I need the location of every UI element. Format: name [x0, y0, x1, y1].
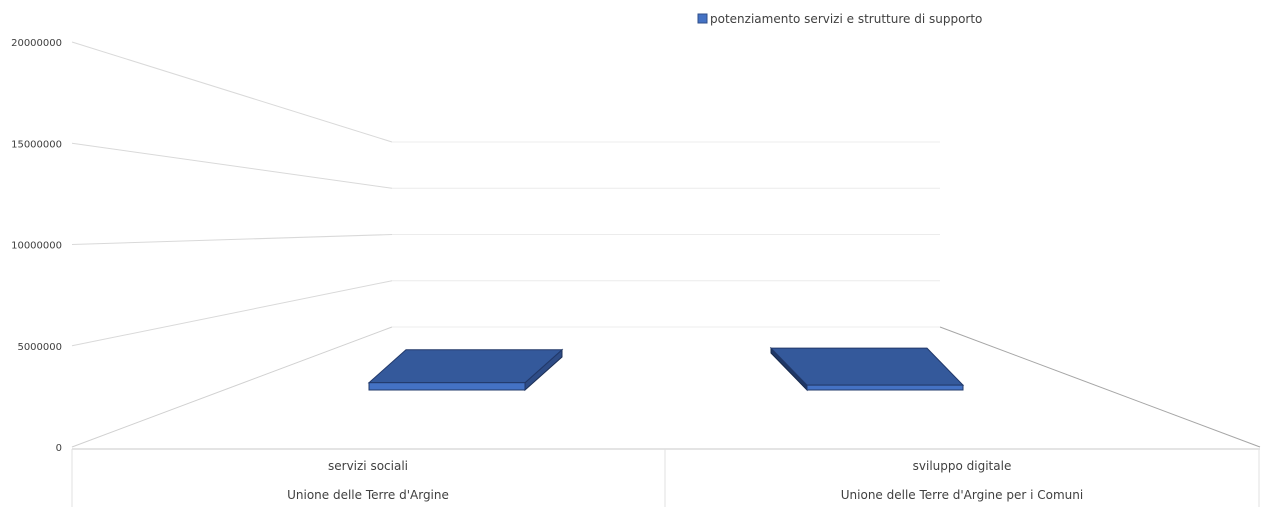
gridline-side — [71, 41, 393, 143]
y-tick-label: 5000000 — [17, 342, 62, 353]
y-axis-tick-labels: 0 5000000 10000000 15000000 20000000 — [11, 38, 62, 454]
legend: potenziamento servizi e strutture di sup… — [697, 12, 982, 26]
y-tick-label: 20000000 — [11, 38, 62, 49]
x-category-label: servizi sociali — [328, 459, 408, 473]
y-tick-label: 10000000 — [11, 241, 62, 252]
legend-label: potenziamento servizi e strutture di sup… — [710, 12, 982, 26]
gridline-side — [71, 234, 393, 245]
gridlines — [71, 41, 940, 347]
bar-2 — [769, 346, 965, 392]
x-axis: servizi sociali Unione delle Terre d'Argi… — [71, 448, 1260, 507]
y-tick-label: 0 — [56, 443, 62, 454]
x-group-label: Unione delle Terre d'Argine — [287, 488, 449, 502]
legend-swatch — [697, 13, 708, 24]
bar-1 — [367, 348, 564, 392]
bar-front-face — [806, 384, 964, 391]
chart-walls — [71, 326, 1261, 448]
x-category-label: sviluppo digitale — [913, 459, 1012, 473]
bars — [367, 346, 965, 392]
y-tick-label: 15000000 — [11, 139, 62, 150]
floor-left-edge — [71, 326, 393, 448]
gridline-side — [71, 142, 393, 189]
floor-right-edge — [939, 326, 1261, 448]
gridline-side — [71, 280, 393, 347]
x-group-label: Unione delle Terre d'Argine per i Comuni — [841, 488, 1083, 502]
bar-front-face — [368, 382, 526, 391]
